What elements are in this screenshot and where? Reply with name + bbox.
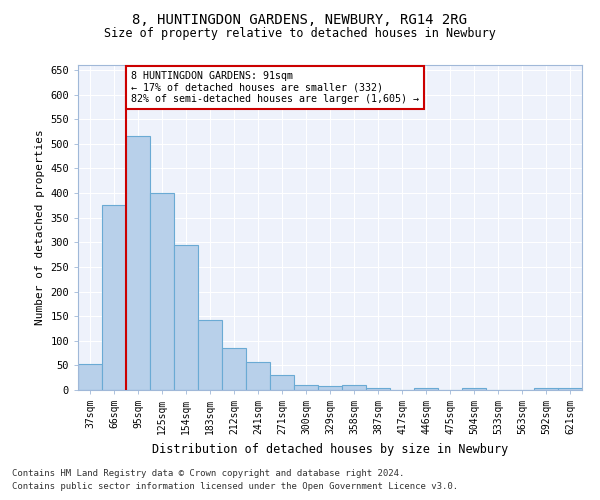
- Bar: [126, 136, 150, 390]
- Bar: [534, 388, 558, 390]
- Text: Contains HM Land Registry data © Crown copyright and database right 2024.: Contains HM Land Registry data © Crown c…: [12, 468, 404, 477]
- Text: Contains public sector information licensed under the Open Government Licence v3: Contains public sector information licen…: [12, 482, 458, 491]
- Bar: [198, 320, 222, 390]
- Bar: [318, 386, 342, 390]
- Bar: [270, 375, 294, 390]
- Text: 8 HUNTINGDON GARDENS: 91sqm
← 17% of detached houses are smaller (332)
82% of se: 8 HUNTINGDON GARDENS: 91sqm ← 17% of det…: [131, 71, 419, 104]
- Bar: [414, 388, 438, 390]
- Y-axis label: Number of detached properties: Number of detached properties: [35, 130, 44, 326]
- Bar: [78, 364, 102, 390]
- Text: Size of property relative to detached houses in Newbury: Size of property relative to detached ho…: [104, 28, 496, 40]
- Text: 8, HUNTINGDON GARDENS, NEWBURY, RG14 2RG: 8, HUNTINGDON GARDENS, NEWBURY, RG14 2RG: [133, 12, 467, 26]
- Bar: [558, 388, 582, 390]
- Bar: [294, 384, 318, 390]
- Bar: [246, 362, 270, 390]
- Bar: [150, 193, 174, 390]
- Bar: [342, 384, 366, 390]
- Bar: [222, 348, 246, 390]
- X-axis label: Distribution of detached houses by size in Newbury: Distribution of detached houses by size …: [152, 442, 508, 456]
- Bar: [102, 206, 126, 390]
- Bar: [366, 388, 390, 390]
- Bar: [174, 244, 198, 390]
- Bar: [462, 388, 486, 390]
